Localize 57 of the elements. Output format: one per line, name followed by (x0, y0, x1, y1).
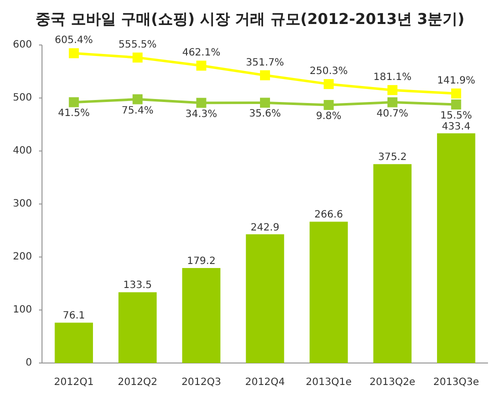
y-tick-label: 0 (26, 358, 32, 368)
x-tick-label: 2012Q4 (245, 377, 285, 388)
y-tick-label: 100 (12, 304, 32, 316)
x-tick-label: 2013Q1e (306, 377, 352, 388)
bar (246, 234, 284, 363)
data-label: 605.4% (54, 35, 93, 46)
data-label: 242.9 (250, 222, 280, 234)
bar (54, 322, 93, 363)
chart-title: 중국 모바일 구매(쇼핑) 시장 거래 규모(2012-2013년 3분기) (36, 10, 464, 28)
data-label: 181.1% (373, 72, 412, 84)
point (132, 52, 143, 63)
point (451, 88, 462, 98)
data-label: 76.1 (62, 310, 85, 322)
data-label: 462.1% (182, 48, 220, 59)
y-tick-label: 500 (12, 92, 32, 104)
x-tick-label: 2012Q3 (181, 377, 222, 388)
data-label: 75.4% (122, 105, 154, 116)
point (324, 79, 334, 90)
y-tick-label: 300 (12, 198, 32, 210)
point (260, 98, 270, 108)
data-label: 179.2 (186, 256, 216, 268)
bar (310, 222, 348, 363)
data-label: 351.7% (246, 57, 284, 68)
data-label: 433.4 (442, 121, 470, 132)
data-label: 375.2 (378, 152, 407, 164)
point (451, 99, 462, 110)
data-label: 133.5 (123, 280, 152, 292)
data-label: 34.3% (185, 108, 218, 120)
x-tick-label: 2012Q1 (54, 377, 94, 388)
bar (118, 292, 157, 363)
point (196, 98, 206, 108)
bar (182, 268, 220, 363)
point (324, 100, 334, 110)
x-tick-label: 2013Q3e (433, 377, 480, 388)
point (387, 85, 398, 96)
data-label: 15.5% (440, 110, 472, 122)
point (68, 48, 79, 58)
data-label: 555.5% (118, 40, 157, 51)
data-label: 250.3% (310, 66, 348, 78)
y-tick-label: 400 (12, 146, 32, 156)
data-label: 9.8% (316, 110, 342, 122)
point (68, 97, 79, 108)
bar (373, 164, 412, 363)
point (132, 94, 143, 104)
bar (437, 133, 476, 363)
data-label: 41.5% (58, 108, 90, 120)
point (260, 70, 270, 80)
data-label: 35.6% (249, 108, 281, 120)
x-tick-label: 2012Q2 (118, 377, 158, 388)
data-label: 266.6 (314, 210, 344, 221)
point (196, 60, 206, 71)
y-tick-label: 200 (12, 252, 32, 262)
data-label: 141.9% (437, 75, 476, 86)
x-tick-label: 2013Q2e (370, 377, 416, 388)
point (387, 97, 398, 108)
data-label: 40.7% (376, 108, 408, 120)
y-tick-label: 600 (12, 40, 32, 50)
